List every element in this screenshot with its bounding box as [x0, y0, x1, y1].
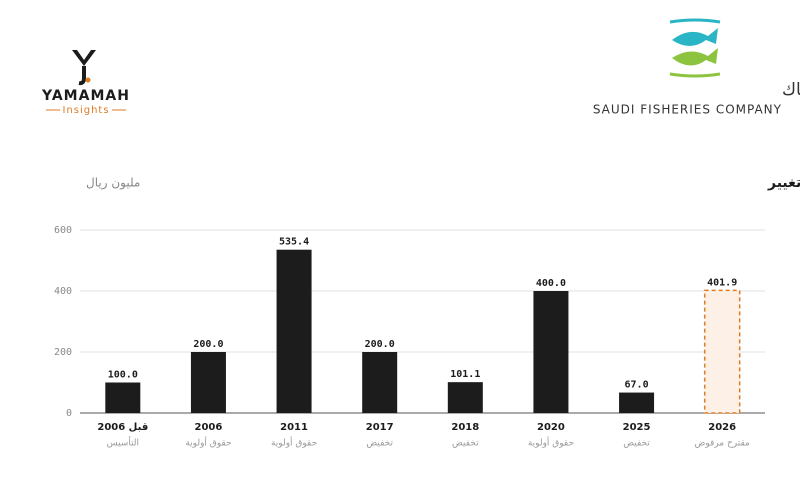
x-tick-label: 2017 — [366, 422, 394, 433]
value-label: 101.1 — [450, 369, 480, 380]
bar — [362, 352, 398, 413]
value-label: 400.0 — [536, 278, 566, 289]
x-tick-label: 2006 — [195, 422, 223, 433]
bar — [190, 352, 226, 413]
sfc-logo: الشركة السعودية للأسماك SAUDI FISHERIES … — [593, 18, 800, 117]
value-label: 401.9 — [707, 277, 737, 288]
x-sublabel: حقوق أولوية — [271, 437, 317, 449]
x-sublabel: حقوق أولوية — [528, 437, 574, 449]
bar — [276, 249, 312, 413]
x-tick-label: 2025 — [623, 422, 651, 433]
bar — [105, 382, 141, 413]
y-tick-label: 400 — [54, 286, 72, 297]
yamamah-logo: YAMAMAH Insights — [41, 50, 130, 116]
y-tick-label: 0 — [66, 408, 72, 419]
x-tick-label: 2020 — [537, 422, 565, 433]
x-tick-label: 2011 — [280, 422, 308, 433]
x-sublabel: حقوق أولوية — [185, 437, 231, 449]
x-tick-label: قبل 2006 — [97, 422, 148, 433]
bar — [619, 392, 655, 413]
value-label: 200.0 — [365, 339, 395, 350]
logo-tagline: Insights — [62, 105, 109, 116]
bar — [447, 382, 483, 413]
x-sublabel: تخفيض — [452, 439, 479, 449]
bar — [703, 289, 741, 414]
value-label: 100.0 — [108, 370, 138, 381]
value-label: 67.0 — [625, 380, 649, 391]
logo-arabic: الشركة السعودية للأسماك — [782, 79, 800, 100]
x-sublabel: تخفيض — [623, 439, 650, 449]
logo-english: SAUDI FISHERIES COMPANY — [593, 103, 782, 117]
y-tick-label: 600 — [54, 225, 72, 236]
bar — [533, 291, 569, 413]
x-sublabel: تخفيض — [366, 439, 393, 449]
x-tick-label: 2018 — [451, 422, 479, 433]
value-label: 200.0 — [193, 339, 223, 350]
x-tick-label: 2026 — [708, 422, 736, 433]
y-axis-label: مليون ريال — [86, 176, 140, 191]
chart-title: شكل 1 | رأس المال المدفوع بعد كل تغيير — [767, 173, 800, 191]
logo-name: YAMAMAH — [41, 88, 130, 104]
y-tick-label: 200 — [54, 347, 72, 358]
x-sublabel: مقترح مرفوض — [695, 439, 751, 449]
x-sublabel: التأسيس — [107, 436, 139, 449]
value-label: 535.4 — [279, 237, 309, 248]
